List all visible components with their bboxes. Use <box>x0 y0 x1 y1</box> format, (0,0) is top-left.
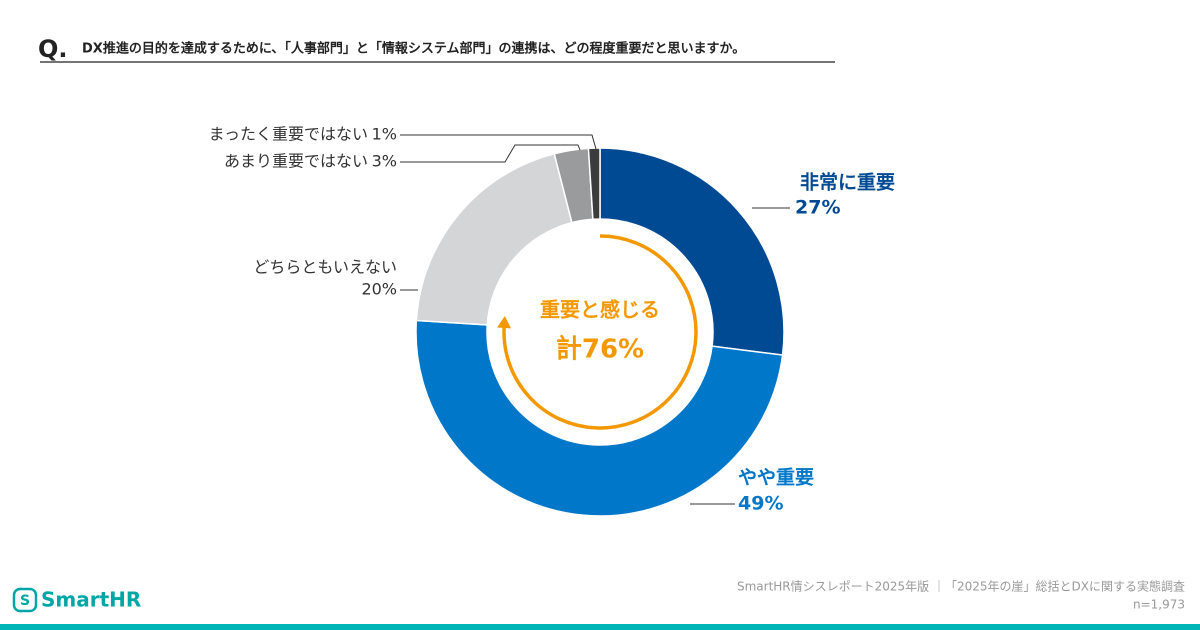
center-label: 重要と感じる <box>540 298 660 322</box>
question: DX推進の目的を達成するために、「人事部門」と「情報システム部門」の連携は、どの… <box>82 41 745 57</box>
source: SmartHR情シスレポート2025年版 ｜「2025年の崖」総括とDXに関する… <box>737 579 1185 594</box>
center-total: 計76% <box>556 334 644 365</box>
logo: S SmartHR <box>12 587 141 613</box>
logo-icon <box>12 587 38 613</box>
donut-slice <box>599 147 785 356</box>
category-label: あまり重要ではない <box>224 152 368 171</box>
category-label: やや重要 <box>738 467 814 489</box>
logo-text: SmartHR <box>41 588 141 612</box>
category-label: まったく重要ではない <box>209 125 368 144</box>
highlight-arrowhead <box>497 315 512 329</box>
q-mark: Q. <box>38 35 68 63</box>
value-label: 49% <box>738 493 783 515</box>
value-label: 27% <box>795 197 840 219</box>
bottom-bar <box>0 624 1200 630</box>
leader-line <box>400 144 581 163</box>
donut-slice <box>587 147 601 221</box>
value-label: 20% <box>361 280 397 299</box>
value-label: 1% <box>372 125 397 144</box>
value-label: 3% <box>372 152 397 171</box>
category-label: どちらともいえない <box>253 258 397 277</box>
leader-line <box>400 134 597 150</box>
sample-size: n=1,973 <box>1133 598 1185 612</box>
logo-icon-s: S <box>20 593 30 609</box>
donut-slice <box>415 319 784 517</box>
category-label: 非常に重要 <box>800 171 895 194</box>
highlight-arc <box>502 234 698 430</box>
